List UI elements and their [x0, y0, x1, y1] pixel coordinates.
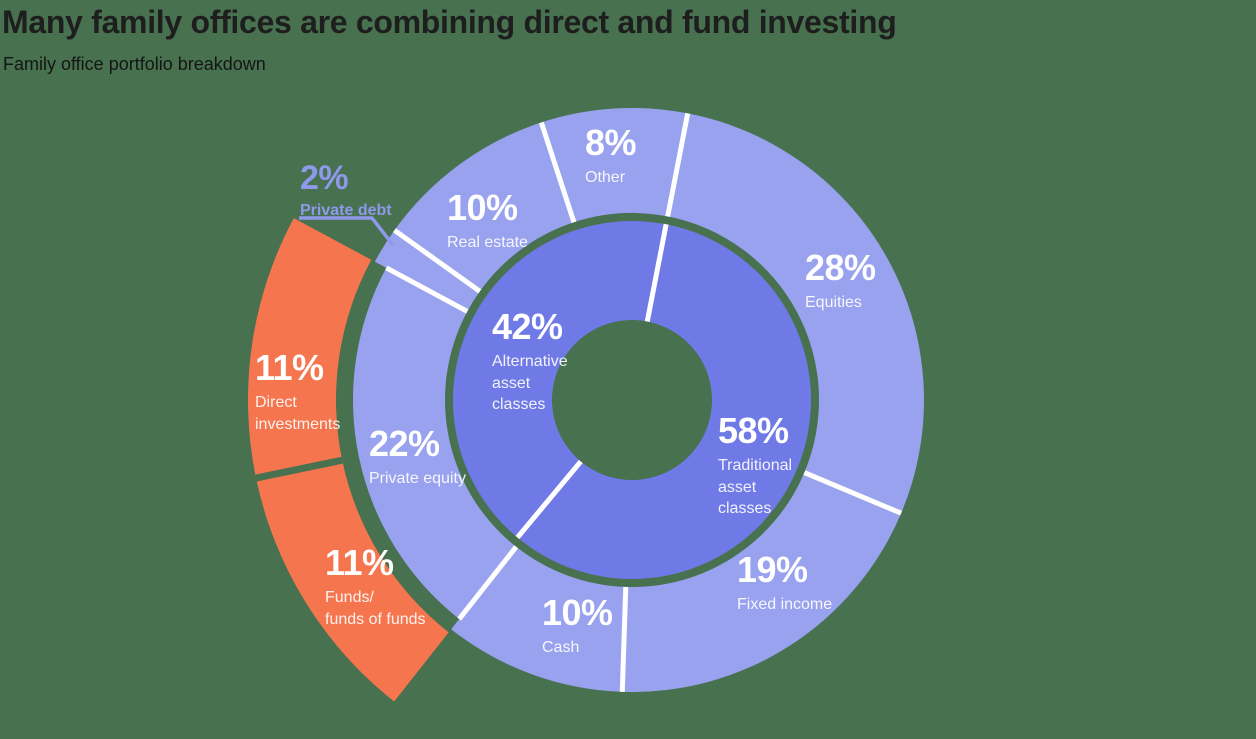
label-real-estate: 10% Real estate	[447, 189, 528, 254]
chart-title: Many family offices are combining direct…	[2, 4, 897, 40]
segment-divider	[538, 121, 577, 224]
label-other-name: Other	[585, 168, 626, 186]
label-alternative-pct: 42%	[492, 306, 563, 347]
segment-divider	[644, 223, 669, 322]
chart-subtitle: Family office portfolio breakdown	[3, 54, 266, 74]
label-private-equity-name: Private equity	[369, 469, 466, 487]
wedge-cash	[451, 546, 626, 692]
label-private-debt-pct: 2%	[300, 159, 349, 197]
segment-divider	[255, 456, 343, 482]
label-fixed-income-pct: 19%	[737, 549, 808, 590]
label-real-estate-name: Real estate	[447, 233, 528, 251]
segment-divider	[619, 586, 629, 692]
label-fixed-income-name: Fixed income	[737, 595, 833, 613]
segment-divider	[803, 470, 903, 516]
label-alternative-asset-classes: 42% Alternative asset classes	[492, 308, 588, 416]
wedge-fixed-income	[622, 472, 902, 693]
segment-divider	[385, 265, 469, 314]
label-direct-investments-name: Direct investments	[255, 393, 341, 433]
label-cash-name: Cash	[542, 638, 580, 656]
wedge-funds-funds-of-funds	[256, 460, 449, 702]
label-direct-investments-pct: 11%	[255, 347, 324, 388]
label-other: 8% Other	[585, 122, 637, 189]
label-cash: 10% Cash	[542, 594, 613, 659]
wedge-other	[541, 108, 688, 223]
label-funds-of-funds-pct: 11%	[325, 542, 394, 583]
wedge-private-debt	[374, 230, 480, 312]
segment-divider	[665, 112, 691, 217]
wedge-direct-investments	[248, 218, 372, 479]
label-other-pct: 8%	[585, 122, 637, 163]
label-private-equity-pct: 22%	[369, 423, 440, 464]
label-private-debt-name: Private debt	[300, 201, 392, 219]
wedge-real-estate	[394, 122, 574, 292]
label-equities-pct: 28%	[805, 247, 876, 288]
label-direct-investments: 11% Direct investments	[255, 349, 355, 435]
label-fixed-income: 19% Fixed income	[737, 551, 832, 616]
label-equities-name: Equities	[805, 293, 862, 311]
label-cash-pct: 10%	[542, 592, 613, 633]
label-private-equity: 22% Private equity	[369, 425, 466, 490]
segment-divider	[392, 228, 482, 294]
label-alternative-name: Alternative asset classes	[492, 352, 568, 414]
wedge-alternative-asset-classes	[452, 220, 667, 538]
wedge-equities	[667, 113, 925, 514]
label-funds-of-funds: 11% Funds/ funds of funds	[325, 544, 455, 630]
segment-divider	[457, 545, 519, 621]
wedge-private-equity	[352, 267, 517, 620]
label-traditional-asset-classes: 58% Traditional asset classes	[718, 412, 814, 520]
label-funds-of-funds-name: Funds/ funds of funds	[325, 588, 426, 628]
wedge-traditional-asset-classes	[517, 224, 811, 579]
private-debt-leader-line	[299, 216, 395, 247]
label-traditional-name: Traditional asset classes	[718, 456, 793, 518]
label-equities: 28% Equities	[805, 249, 876, 314]
label-real-estate-pct: 10%	[447, 187, 518, 228]
label-traditional-pct: 58%	[718, 410, 789, 451]
segment-divider	[515, 459, 583, 540]
label-private-debt: 2% Private debt	[300, 159, 392, 221]
